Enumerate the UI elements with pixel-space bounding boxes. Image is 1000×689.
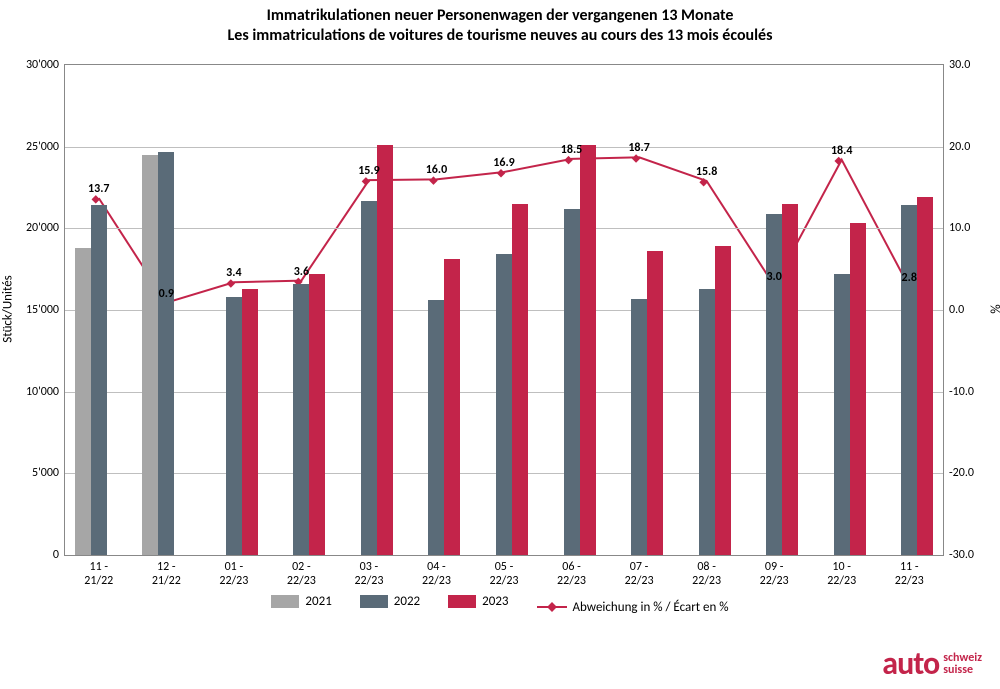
x-category-label: 12 -21/22 (152, 561, 181, 589)
legend-line-icon (537, 606, 567, 608)
bar-2021 (142, 155, 158, 555)
y-right-tick: 0.0 (949, 303, 964, 317)
deviation-value-label: 15.8 (696, 165, 717, 179)
bar-2022 (631, 299, 647, 555)
bar-2023 (242, 289, 258, 555)
brand-logo: auto schweiz suisse (882, 650, 982, 677)
deviation-value-label: 3.4 (226, 266, 241, 280)
legend-label: Abweichung in % / Écart en % (573, 600, 729, 615)
y-right-tick: 10.0 (949, 221, 970, 235)
deviation-value-label: 18.7 (628, 141, 649, 155)
deviation-value-label: 3.6 (294, 264, 309, 278)
legend-label: 2023 (482, 594, 508, 609)
y-axis-left-label: Stück/Unités (1, 275, 16, 343)
bar-2023 (917, 197, 933, 555)
y-left-tick: 25'000 (26, 140, 59, 154)
bar-2023 (782, 204, 798, 555)
bar-2022 (834, 274, 850, 555)
y-right-tick: -30.0 (949, 548, 974, 562)
bar-2023 (715, 246, 731, 555)
legend: 2021 2022 2023 Abweichung in % / Écart en % (0, 594, 1000, 615)
bar-2022 (901, 205, 917, 555)
y-left-tick: 20'000 (26, 221, 59, 235)
bar-2022 (91, 205, 107, 555)
x-category-label: 02 -22/23 (287, 561, 316, 589)
logo-main: auto (882, 650, 939, 677)
x-category-label: 08 -22/23 (692, 561, 721, 589)
y-right-tick: 20.0 (949, 140, 970, 154)
y-right-tick: 30.0 (949, 58, 970, 72)
legend-swatch (448, 595, 476, 608)
legend-label: 2021 (305, 594, 331, 609)
deviation-value-label: 0.9 (159, 287, 174, 301)
x-category-label: 04 -22/23 (422, 561, 451, 589)
y-left-tick: 5'000 (32, 466, 59, 480)
bar-2021 (75, 248, 91, 555)
x-category-label: 03 -22/23 (354, 561, 383, 589)
bar-2022 (496, 254, 512, 555)
legend-item: 2023 (448, 594, 508, 609)
legend-label: 2022 (394, 594, 420, 609)
deviation-value-label: 2.8 (902, 271, 917, 285)
y-left-tick: 15'000 (26, 303, 59, 317)
legend-swatch (360, 595, 388, 608)
bar-2023 (309, 274, 325, 555)
bar-2022 (226, 297, 242, 555)
bar-2022 (766, 214, 782, 555)
legend-item: Abweichung in % / Écart en % (537, 600, 729, 615)
deviation-value-label: 15.9 (358, 164, 379, 178)
logo-sub-2: suisse (943, 664, 982, 677)
y-right-tick: -10.0 (949, 385, 974, 399)
x-category-label: 06 -22/23 (557, 561, 586, 589)
bar-2022 (293, 284, 309, 555)
gridline (65, 147, 943, 148)
bar-2022 (564, 209, 580, 555)
deviation-value-label: 16.9 (493, 156, 514, 170)
y-left-tick: 0 (53, 548, 59, 562)
y-right-tick: -20.0 (949, 466, 974, 480)
chart-page: Immatrikulationen neuer Personenwagen de… (0, 0, 1000, 689)
bar-2023 (444, 259, 460, 555)
title-line-1: Immatrikulationen neuer Personenwagen de… (0, 6, 1000, 26)
legend-item: 2021 (271, 594, 331, 609)
y-left-tick: 10'000 (26, 385, 59, 399)
x-category-label: 10 -22/23 (827, 561, 856, 589)
bar-2022 (428, 300, 444, 555)
bar-2023 (580, 145, 596, 555)
bar-2023 (850, 223, 866, 555)
bar-2023 (377, 145, 393, 555)
title-line-2: Les immatriculations de voitures de tour… (0, 26, 1000, 46)
x-category-label: 11 -21/22 (84, 561, 113, 589)
deviation-value-label: 3.0 (766, 269, 781, 283)
x-category-label: 05 -22/23 (490, 561, 519, 589)
x-category-label: 01 -22/23 (219, 561, 248, 589)
deviation-value-label: 16.0 (426, 163, 447, 177)
plot-area: 05'00010'00015'00020'00025'00030'000-30.… (64, 64, 944, 556)
deviation-value-label: 18.5 (561, 143, 582, 157)
x-category-label: 09 -22/23 (760, 561, 789, 589)
bar-2023 (512, 204, 528, 555)
deviation-value-label: 18.4 (831, 144, 852, 158)
legend-swatch (271, 595, 299, 608)
x-category-label: 07 -22/23 (625, 561, 654, 589)
gridline (65, 228, 943, 229)
x-category-label: 11 -22/23 (895, 561, 924, 589)
chart-title: Immatrikulationen neuer Personenwagen de… (0, 6, 1000, 46)
bar-2022 (158, 152, 174, 555)
y-left-tick: 30'000 (26, 58, 59, 72)
bar-2022 (699, 289, 715, 555)
y-axis-right-label: % (989, 304, 1000, 313)
bar-2023 (647, 251, 663, 555)
deviation-value-label: 13.7 (88, 182, 109, 196)
legend-item: 2022 (360, 594, 420, 609)
bar-2022 (361, 201, 377, 555)
